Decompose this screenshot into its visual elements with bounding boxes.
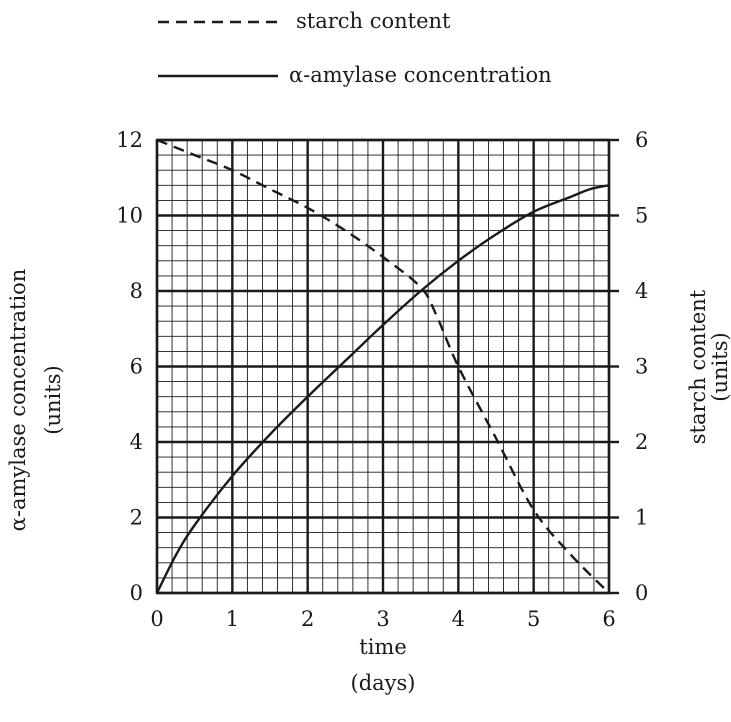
x-tick-label: 3 — [376, 607, 389, 631]
right-tick-labels: 0 1 2 3 4 5 6 — [635, 128, 648, 605]
x-tick-label: 2 — [301, 607, 314, 631]
left-tick-labels: 0 2 4 6 8 10 12 — [116, 128, 143, 605]
plot-frame — [155, 138, 611, 595]
x-tick-label: 1 — [226, 607, 239, 631]
legend: starch content α-amylase concentration — [158, 9, 552, 87]
x-axis-unit: (days) — [351, 671, 416, 695]
legend-label-starch-content: starch content — [296, 9, 451, 33]
left-tick-label: 4 — [130, 430, 143, 454]
right-tick-label: 0 — [635, 581, 648, 605]
right-axis-unit: (units) — [708, 332, 731, 401]
left-tick-label: 10 — [116, 204, 143, 228]
left-tick-label: 6 — [130, 355, 143, 379]
x-axis-title: time — [359, 635, 407, 659]
right-tick-label: 3 — [635, 355, 648, 379]
left-axis-unit: (units) — [41, 365, 65, 434]
x-tick-label: 5 — [527, 607, 540, 631]
grid-major — [155, 138, 619, 595]
series-starch-content-line — [156, 138, 610, 594]
left-tick-label: 0 — [130, 581, 143, 605]
right-tick-label: 5 — [635, 204, 648, 228]
left-tick-label: 8 — [130, 279, 143, 303]
series-layer — [155, 138, 610, 594]
x-tick-label: 4 — [452, 607, 465, 631]
left-tick-label: 12 — [116, 128, 143, 152]
x-tick-label: 0 — [150, 607, 163, 631]
left-tick-label: 2 — [130, 506, 143, 530]
right-tick-label: 1 — [635, 506, 648, 530]
right-axis-title: starch content — [686, 289, 710, 444]
series-alpha-amylase-line — [155, 184, 610, 594]
right-tick-label: 4 — [635, 279, 648, 303]
left-axis-title: α-amylase concentration — [6, 269, 30, 532]
x-tick-labels: 0 1 2 3 4 5 6 — [150, 607, 615, 631]
right-tick-label: 2 — [635, 430, 648, 454]
x-tick-label: 6 — [602, 607, 615, 631]
legend-label-alpha-amylase: α-amylase concentration — [289, 63, 552, 87]
right-tick-label: 6 — [635, 128, 648, 152]
